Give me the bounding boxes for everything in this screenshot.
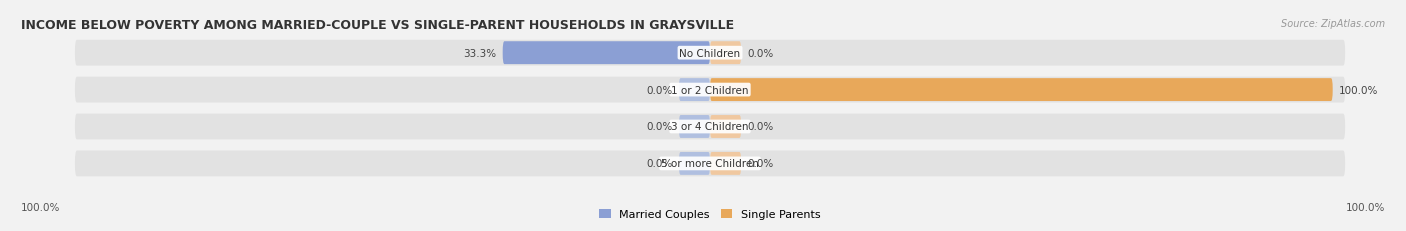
FancyBboxPatch shape (75, 41, 1346, 66)
Text: 1 or 2 Children: 1 or 2 Children (671, 85, 749, 95)
Legend: Married Couples, Single Parents: Married Couples, Single Parents (599, 209, 821, 219)
Text: No Children: No Children (679, 49, 741, 58)
Text: 0.0%: 0.0% (748, 122, 773, 132)
Text: 33.3%: 33.3% (464, 49, 496, 58)
Text: 100.0%: 100.0% (1339, 85, 1378, 95)
Text: INCOME BELOW POVERTY AMONG MARRIED-COUPLE VS SINGLE-PARENT HOUSEHOLDS IN GRAYSVI: INCOME BELOW POVERTY AMONG MARRIED-COUPL… (21, 18, 734, 31)
Text: 0.0%: 0.0% (647, 122, 672, 132)
Text: Source: ZipAtlas.com: Source: ZipAtlas.com (1281, 18, 1385, 28)
FancyBboxPatch shape (679, 79, 710, 102)
FancyBboxPatch shape (710, 152, 741, 175)
Text: 0.0%: 0.0% (647, 159, 672, 169)
Text: 100.0%: 100.0% (1346, 203, 1385, 213)
Text: 0.0%: 0.0% (748, 49, 773, 58)
FancyBboxPatch shape (75, 151, 1346, 176)
Text: 3 or 4 Children: 3 or 4 Children (671, 122, 749, 132)
FancyBboxPatch shape (75, 77, 1346, 103)
FancyBboxPatch shape (710, 79, 1333, 102)
Text: 0.0%: 0.0% (647, 85, 672, 95)
FancyBboxPatch shape (710, 116, 741, 138)
Text: 5 or more Children: 5 or more Children (661, 159, 759, 169)
FancyBboxPatch shape (75, 114, 1346, 140)
FancyBboxPatch shape (710, 42, 741, 65)
Text: 100.0%: 100.0% (21, 203, 60, 213)
FancyBboxPatch shape (679, 152, 710, 175)
FancyBboxPatch shape (679, 116, 710, 138)
Text: 0.0%: 0.0% (748, 159, 773, 169)
FancyBboxPatch shape (503, 42, 710, 65)
